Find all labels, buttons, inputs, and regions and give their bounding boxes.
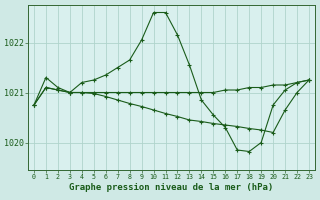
X-axis label: Graphe pression niveau de la mer (hPa): Graphe pression niveau de la mer (hPa)	[69, 183, 274, 192]
